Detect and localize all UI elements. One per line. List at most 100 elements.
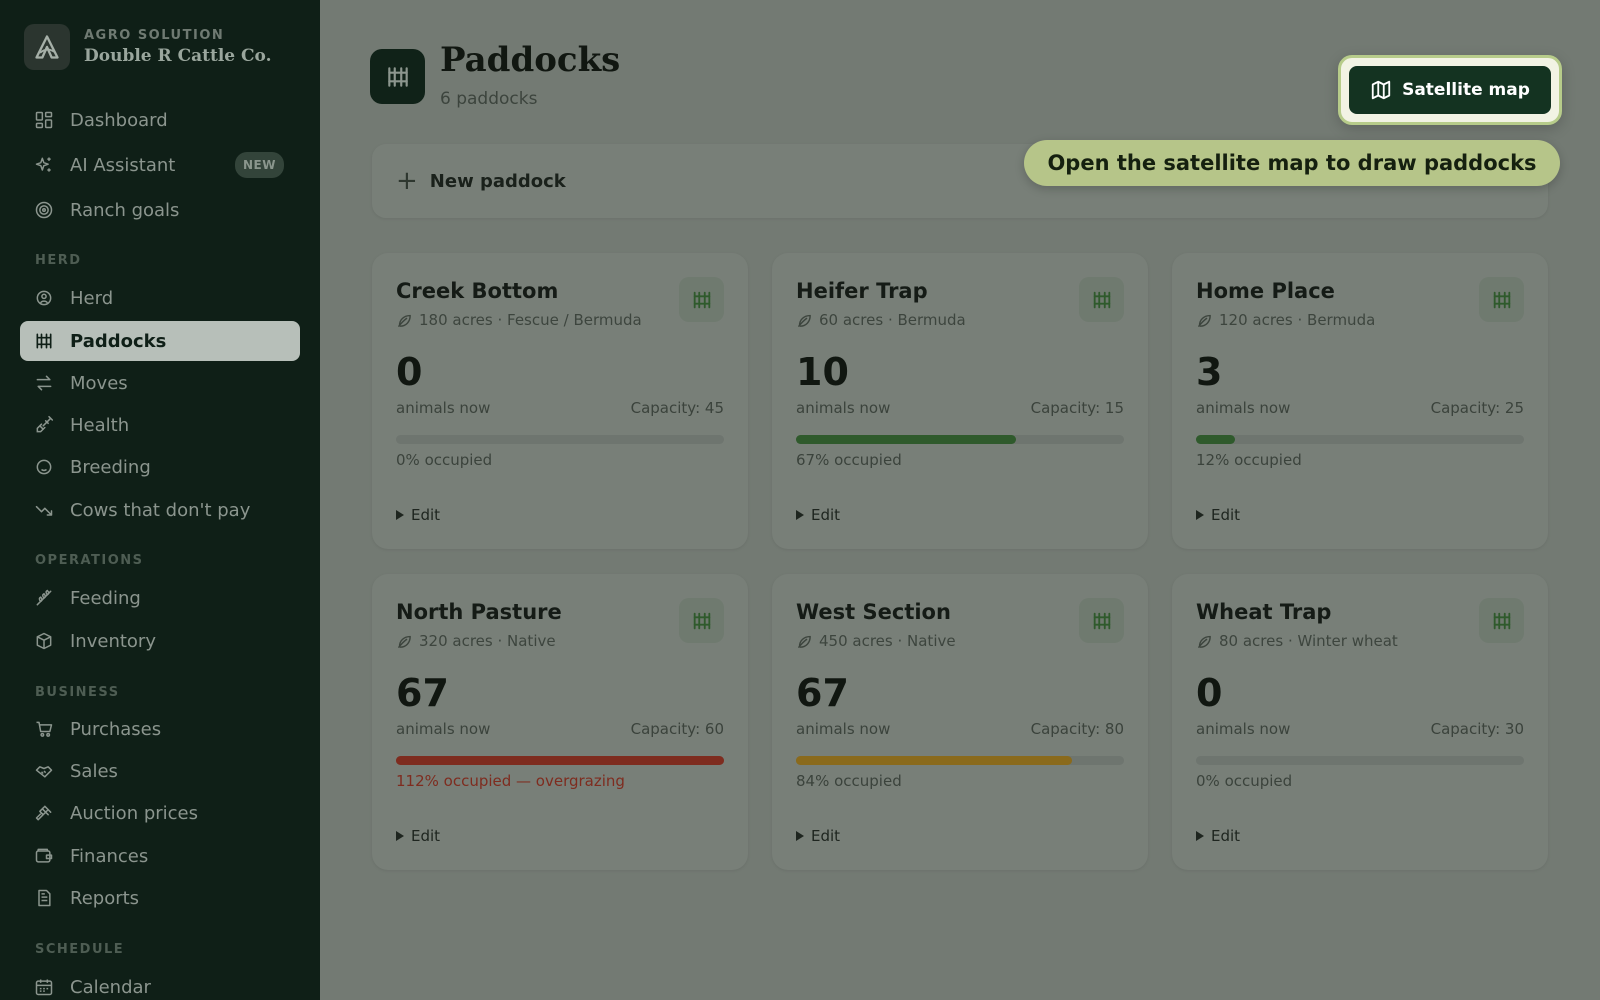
report-icon bbox=[38, 889, 51, 907]
map-icon bbox=[1371, 80, 1391, 100]
plus-icon: + bbox=[396, 166, 418, 196]
leaf-icon bbox=[796, 312, 813, 329]
satellite-map-button[interactable]: Satellite map bbox=[1338, 55, 1562, 125]
capacity: Capacity: 45 bbox=[630, 399, 724, 417]
sidebar-item-auction-prices[interactable]: Auction prices bbox=[20, 793, 300, 833]
tooltip: Open the satellite map to draw paddocks bbox=[1024, 140, 1560, 186]
triangle-right-icon bbox=[1196, 510, 1204, 520]
sidebar-item-label: Breeding bbox=[70, 456, 151, 478]
animal-count: 0 bbox=[396, 350, 423, 394]
sidebar-item-health[interactable]: Health bbox=[20, 405, 300, 445]
leaf-icon bbox=[1196, 633, 1213, 650]
edit-toggle[interactable]: Edit bbox=[796, 827, 840, 845]
capacity: Capacity: 60 bbox=[630, 720, 724, 738]
leaf-icon bbox=[1196, 312, 1213, 329]
paddock-card: Creek Bottom 180 acres · Fescue / Bermud… bbox=[372, 253, 748, 549]
sidebar-item-cows-that-dont-pay[interactable]: Cows that don't pay bbox=[20, 490, 300, 530]
triangle-right-icon bbox=[396, 510, 404, 520]
triangle-right-icon bbox=[796, 831, 804, 841]
animal-count: 67 bbox=[796, 671, 849, 715]
paddock-icon[interactable] bbox=[1079, 277, 1124, 322]
occupancy-bar bbox=[396, 756, 724, 765]
triangle-right-icon bbox=[796, 510, 804, 520]
cart-icon bbox=[36, 721, 53, 737]
satellite-map-label: Satellite map bbox=[1402, 80, 1530, 100]
sidebar-item-herd[interactable]: Herd bbox=[20, 278, 300, 318]
capacity: Capacity: 30 bbox=[1430, 720, 1524, 738]
sidebar-item-calendar[interactable]: Calendar bbox=[20, 967, 300, 1000]
occupancy-bar bbox=[796, 756, 1124, 765]
leaf-icon bbox=[396, 312, 413, 329]
animal-count-label: animals now bbox=[796, 720, 891, 738]
edit-toggle[interactable]: Edit bbox=[396, 506, 440, 524]
sidebar-item-label: Herd bbox=[70, 287, 114, 309]
sidebar-item-ai-assistant[interactable]: AI Assistant NEW bbox=[20, 145, 300, 185]
paddock-meta: 60 acres · Bermuda bbox=[796, 311, 966, 329]
sidebar-item-dashboard[interactable]: Dashboard bbox=[20, 100, 300, 140]
paddock-icon[interactable] bbox=[1479, 598, 1524, 643]
dashboard-icon bbox=[35, 111, 53, 129]
sidebar-item-label: Ranch goals bbox=[70, 199, 180, 221]
paddock-meta: 180 acres · Fescue / Bermuda bbox=[396, 311, 642, 329]
edit-toggle[interactable]: Edit bbox=[1196, 827, 1240, 845]
page-title: Paddocks bbox=[440, 40, 621, 80]
sidebar-item-breeding[interactable]: Breeding bbox=[20, 447, 300, 487]
paddock-name: North Pasture bbox=[396, 600, 562, 624]
leaf-icon bbox=[796, 633, 813, 650]
sidebar-item-feeding[interactable]: Feeding bbox=[20, 578, 300, 618]
paddock-icon[interactable] bbox=[1479, 277, 1524, 322]
sidebar-item-label: Cows that don't pay bbox=[70, 499, 251, 521]
sidebar-item-paddocks[interactable]: Paddocks bbox=[20, 321, 300, 361]
wheat-icon bbox=[36, 589, 52, 606]
paddock-icon[interactable] bbox=[679, 598, 724, 643]
paddock-name: West Section bbox=[796, 600, 951, 624]
paddock-icon[interactable] bbox=[1079, 598, 1124, 643]
edit-toggle[interactable]: Edit bbox=[1196, 506, 1240, 524]
sidebar-item-label: Paddocks bbox=[70, 330, 167, 352]
new-badge: NEW bbox=[235, 152, 284, 178]
animal-count: 3 bbox=[1196, 350, 1223, 394]
occupancy-bar bbox=[396, 435, 724, 444]
box-icon bbox=[36, 632, 52, 650]
edit-toggle[interactable]: Edit bbox=[396, 827, 440, 845]
brand-name: Double R Cattle Co. bbox=[84, 46, 272, 66]
occupancy-text: 67% occupied bbox=[796, 451, 902, 469]
sidebar-item-label: Calendar bbox=[70, 976, 151, 998]
paddock-card: West Section 450 acres · Native 67 anima… bbox=[772, 574, 1148, 870]
paddock-icon[interactable] bbox=[679, 277, 724, 322]
sidebar-item-reports[interactable]: Reports bbox=[20, 878, 300, 918]
occupancy-bar bbox=[1196, 435, 1524, 444]
occupancy-bar bbox=[796, 435, 1124, 444]
paddock-meta: 80 acres · Winter wheat bbox=[1196, 632, 1398, 650]
fence-icon bbox=[385, 64, 411, 90]
nav-section-business: BUSINESS bbox=[35, 685, 120, 700]
animal-count: 0 bbox=[1196, 671, 1223, 715]
occupancy-fill bbox=[796, 756, 1072, 765]
sidebar-item-purchases[interactable]: Purchases bbox=[20, 709, 300, 749]
target-icon bbox=[35, 201, 53, 219]
paddock-card: Wheat Trap 80 acres · Winter wheat 0 ani… bbox=[1172, 574, 1548, 870]
calendar-icon bbox=[35, 979, 53, 996]
animal-count-label: animals now bbox=[1196, 720, 1291, 738]
sidebar-item-inventory[interactable]: Inventory bbox=[20, 621, 300, 661]
handshake-icon bbox=[35, 766, 53, 778]
edit-toggle[interactable]: Edit bbox=[796, 506, 840, 524]
leaf-icon bbox=[396, 633, 413, 650]
sidebar-item-label: Finances bbox=[70, 845, 149, 867]
brand-logo bbox=[24, 24, 70, 70]
sidebar-item-label: Reports bbox=[70, 887, 140, 909]
sidebar: AGRO SOLUTION Double R Cattle Co. Dashbo… bbox=[0, 0, 320, 1000]
sidebar-item-finances[interactable]: Finances bbox=[20, 836, 300, 876]
paddock-name: Heifer Trap bbox=[796, 279, 928, 303]
sidebar-item-moves[interactable]: Moves bbox=[20, 363, 300, 403]
animal-count-label: animals now bbox=[396, 399, 491, 417]
occupancy-text: 84% occupied bbox=[796, 772, 902, 790]
page-icon bbox=[370, 49, 425, 104]
sidebar-item-ranch-goals[interactable]: Ranch goals bbox=[20, 190, 300, 230]
sidebar-item-sales[interactable]: Sales bbox=[20, 751, 300, 791]
paddock-name: Wheat Trap bbox=[1196, 600, 1332, 624]
animal-count-label: animals now bbox=[796, 399, 891, 417]
nav-section-herd: HERD bbox=[35, 253, 82, 268]
capacity: Capacity: 25 bbox=[1430, 399, 1524, 417]
sidebar-item-label: Health bbox=[70, 414, 130, 436]
